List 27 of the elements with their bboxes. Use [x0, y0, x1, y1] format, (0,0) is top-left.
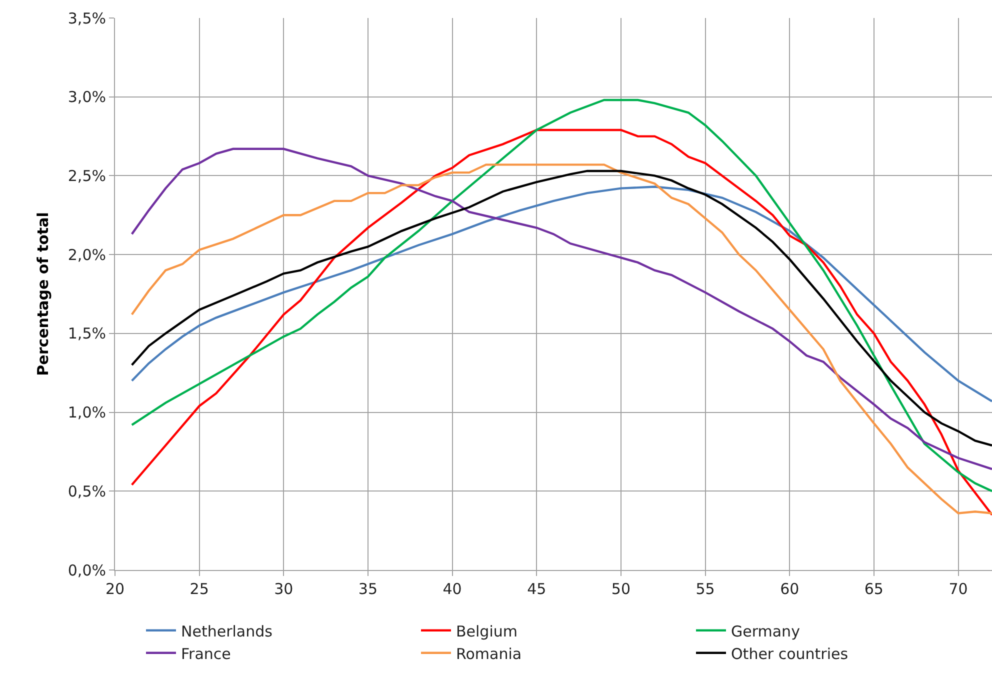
y-tick-label: 3,5%	[68, 9, 106, 28]
x-tick-label: 65	[864, 580, 884, 598]
y-tick-label: 0,0%	[68, 561, 106, 580]
y-tick-label: 0,5%	[68, 482, 106, 500]
line-series	[130, 186, 992, 402]
y-tick-label: 3,0%	[68, 88, 106, 106]
legend-label: Romania	[456, 644, 522, 663]
x-tick-label: 20	[105, 580, 125, 598]
x-tick-label: 25	[190, 580, 209, 598]
legend-label: Belgium	[456, 622, 518, 640]
y-axis-title: Percentage of total	[34, 212, 52, 376]
y-tick-label: 2,5%	[68, 166, 106, 185]
y-tick-label: 1,0%	[68, 404, 106, 422]
x-tick-label: 30	[274, 580, 294, 598]
x-tick-label: 45	[527, 580, 546, 598]
x-tick-label: 40	[442, 580, 462, 598]
x-tick-label: 35	[358, 580, 378, 598]
x-tick-label: 60	[780, 580, 800, 598]
y-tick-label: 2,0%	[68, 246, 106, 264]
legend-label: France	[181, 644, 231, 663]
legend-label: Germany	[731, 622, 800, 640]
x-tick-label: 70	[948, 580, 968, 598]
x-tick-label: 55	[696, 580, 715, 598]
x-tick-label: 50	[611, 580, 631, 598]
legend-label: Other countries	[731, 644, 848, 663]
y-tick-label: 1,5%	[68, 324, 106, 343]
legend-label: Netherlands	[181, 622, 273, 640]
